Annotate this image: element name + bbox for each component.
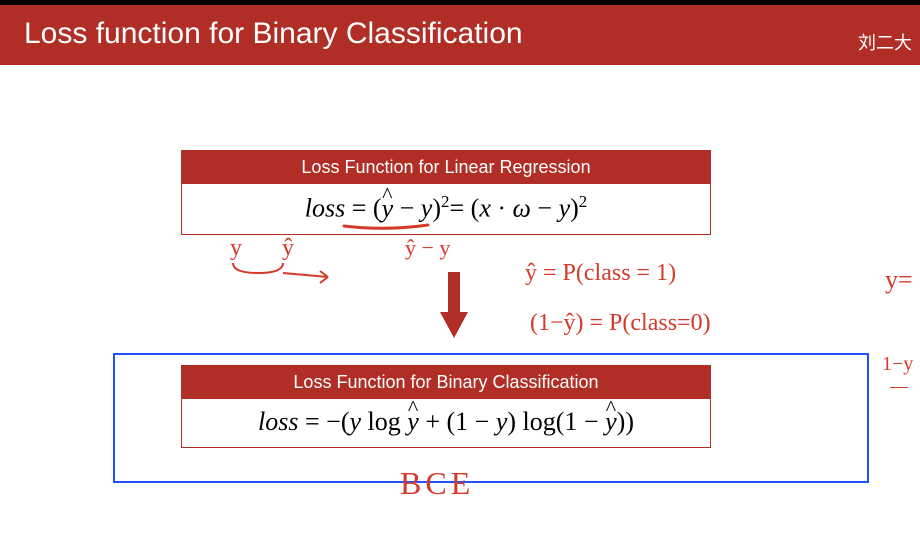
slide-author: 刘二大 [858, 29, 912, 55]
binary-box-formula: loss = −(y log y + (1 − y) log(1 − y)) [182, 399, 710, 447]
hw-yhat-minus-y: ŷ − y [405, 235, 450, 261]
down-arrow-icon [440, 270, 468, 340]
hw-bce: BCE [400, 465, 474, 502]
content-area: Loss Function for Linear Regression loss… [0, 65, 920, 528]
binary-box-title: Loss Function for Binary Classification [182, 366, 710, 399]
linear-regression-box: Loss Function for Linear Regression loss… [181, 150, 711, 235]
hw-one-minus-y-right: 1−y [882, 355, 913, 391]
hw-bracket-arrow [228, 261, 338, 289]
slide-title: Loss function for Binary Classification [24, 17, 896, 51]
binary-classification-box: Loss Function for Binary Classification … [181, 365, 711, 448]
hw-y-left: y [230, 235, 242, 262]
hw-yhat-left: ŷ [282, 235, 294, 262]
linear-box-title: Loss Function for Linear Regression [182, 151, 710, 184]
hw-y-equals-right: y= [885, 265, 913, 295]
slide-header: Loss function for Binary Classification … [0, 5, 920, 65]
hw-p-class-0: (1−ŷ) = P(class=0) [530, 310, 711, 337]
underline-annotation [342, 223, 430, 231]
hw-p-class-1: ŷ = P(class = 1) [525, 260, 676, 287]
linear-box-formula: loss = (y − y)2= (x · ω − y)2 [182, 184, 710, 234]
